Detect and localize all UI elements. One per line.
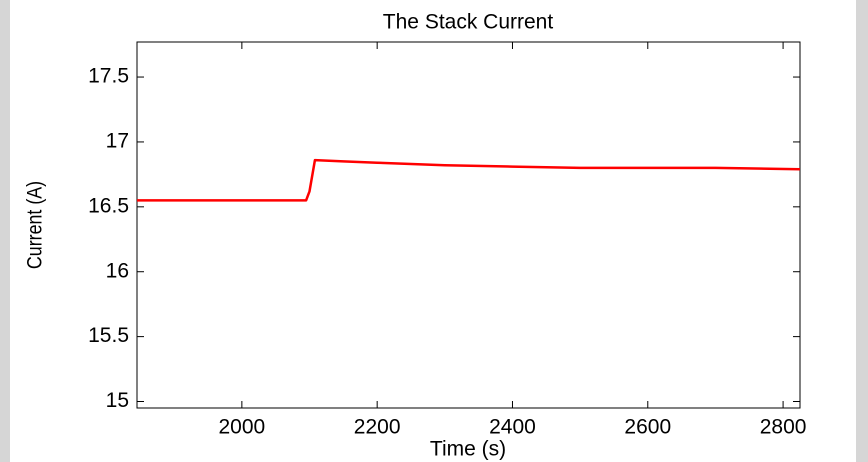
- chart-title: The Stack Current: [383, 11, 554, 34]
- y-tick-label: 17: [106, 129, 129, 152]
- x-tick-label: 2000: [219, 416, 266, 439]
- x-tick-label: 2200: [354, 416, 401, 439]
- y-tick-label: 16.5: [88, 194, 129, 217]
- y-tick-label: 15.5: [88, 324, 129, 347]
- x-axis-label: Time (s): [430, 438, 506, 461]
- y-tick-label: 16: [106, 259, 129, 282]
- y-tick-label: 17.5: [88, 65, 129, 88]
- line-series: [137, 158, 801, 202]
- y-tick-label: 15: [106, 389, 129, 412]
- x-tick-label: 2400: [489, 416, 536, 439]
- x-tick-label: 2800: [760, 416, 807, 439]
- plot-area: [136, 41, 801, 409]
- x-tick-label: 2600: [624, 416, 671, 439]
- y-axis-label: Current (A): [23, 181, 47, 269]
